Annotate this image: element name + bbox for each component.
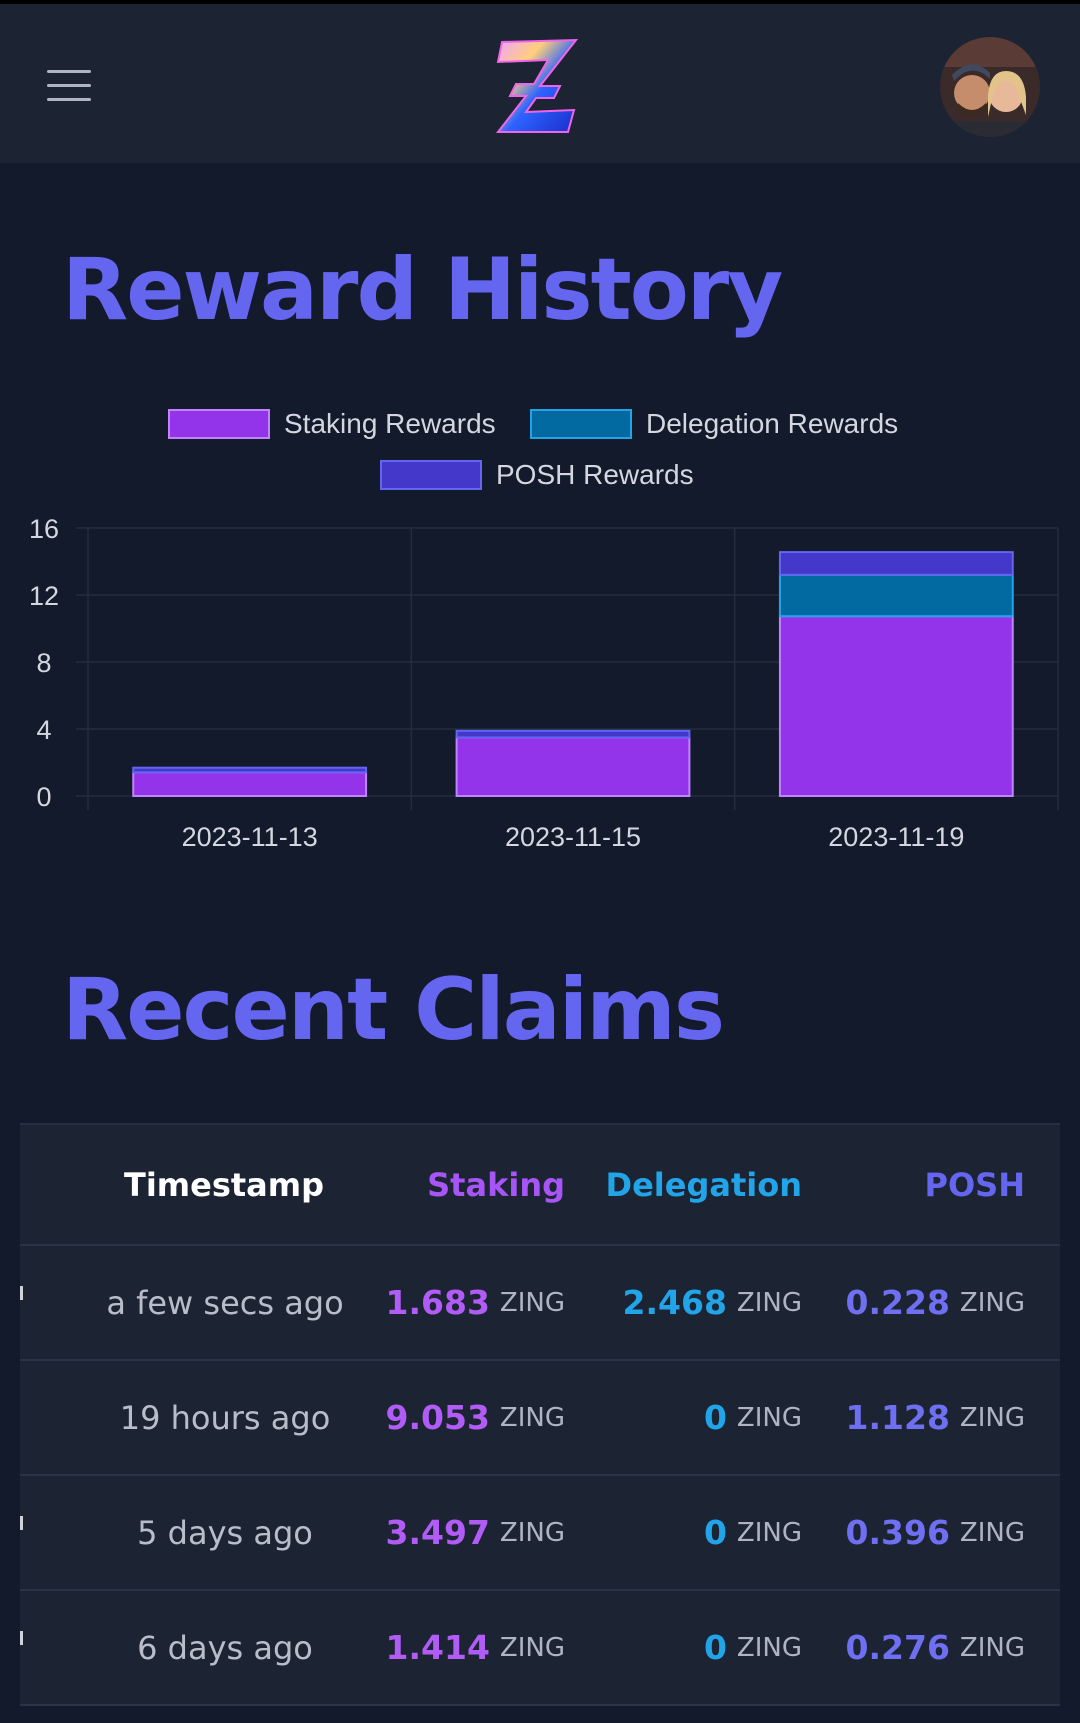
cell-delegation: 2.468 ZING [580, 1246, 802, 1359]
table-row[interactable]: 19 hours ago 9.053 ZING 0 ZING 1.128 ZING [20, 1361, 1060, 1476]
cell-delegation: 0 ZING [580, 1476, 802, 1589]
amount-unit: ZING [736, 1402, 802, 1433]
cell-delegation: 0 ZING [580, 1361, 802, 1474]
legend-item-1[interactable]: Delegation Rewards [530, 408, 898, 440]
legend-swatch [380, 460, 482, 490]
amount-unit: ZING [959, 1517, 1025, 1548]
claims-table: Timestamp Staking Delegation POSH a few … [20, 1123, 1060, 1706]
amount-unit: ZING [959, 1287, 1025, 1318]
amount-value: 0 [703, 1513, 727, 1552]
row-marker [20, 1286, 23, 1300]
recent-claims-title: Recent Claims [62, 960, 725, 1060]
x-tick-label: 2023-11-15 [505, 822, 641, 852]
amount-value: 1.683 [385, 1283, 490, 1322]
amount-unit: ZING [499, 1402, 565, 1433]
amount-unit: ZING [959, 1632, 1025, 1663]
cell-delegation: 0 ZING [580, 1591, 802, 1704]
amount-unit: ZING [499, 1517, 565, 1548]
table-row[interactable]: 6 days ago 1.414 ZING 0 ZING 0.276 ZING [20, 1591, 1060, 1706]
cell-posh: 0.396 ZING [810, 1476, 1025, 1589]
amount-unit: ZING [959, 1402, 1025, 1433]
header-staking[interactable]: Staking [427, 1165, 565, 1204]
table-row[interactable]: 5 days ago 3.497 ZING 0 ZING 0.396 ZING [20, 1476, 1060, 1591]
bar-0-2 [778, 615, 1014, 797]
legend-label: POSH Rewards [496, 459, 694, 490]
cell-timestamp: 5 days ago [137, 1513, 313, 1552]
legend-swatch [168, 409, 270, 439]
amount-value: 2.468 [622, 1283, 727, 1322]
bar-0-0 [132, 771, 368, 797]
cell-staking: 1.683 ZING [350, 1246, 565, 1359]
bar-0-1 [455, 736, 691, 797]
cell-posh: 0.228 ZING [810, 1246, 1025, 1359]
bar-1-2 [778, 573, 1014, 618]
amount-value: 9.053 [385, 1398, 490, 1437]
table-body: a few secs ago 1.683 ZING 2.468 ZING 0.228 ZIN… [20, 1246, 1060, 1706]
amount-value: 0.396 [845, 1513, 950, 1552]
header-posh[interactable]: POSH [924, 1165, 1025, 1204]
bar-2-1 [455, 729, 691, 739]
table-row[interactable]: a few secs ago 1.683 ZING 2.468 ZING 0.228 ZIN… [20, 1246, 1060, 1361]
cell-posh: 1.128 ZING [810, 1361, 1025, 1474]
cell-posh: 0.276 ZING [810, 1591, 1025, 1704]
amount-value: 1.414 [385, 1628, 490, 1667]
cell-staking: 1.414 ZING [350, 1591, 565, 1704]
cell-timestamp: 19 hours ago [119, 1398, 331, 1437]
cell-timestamp: a few secs ago [106, 1283, 344, 1322]
y-tick-label: 0 [36, 782, 51, 812]
legend-swatch [530, 409, 632, 439]
legend-label: Staking Rewards [284, 408, 496, 439]
header-delegation[interactable]: Delegation [605, 1165, 802, 1204]
legend-label: Delegation Rewards [646, 408, 899, 439]
table-header: Timestamp Staking Delegation POSH [20, 1123, 1060, 1246]
bar-2-0 [132, 766, 368, 774]
amount-unit: ZING [736, 1287, 802, 1318]
top-bar [0, 0, 1080, 163]
cell-staking: 3.497 ZING [350, 1476, 565, 1589]
y-tick-label: 12 [29, 581, 59, 611]
header-timestamp[interactable]: Timestamp [123, 1165, 325, 1204]
amount-value: 1.128 [845, 1398, 950, 1437]
amount-value: 0.276 [845, 1628, 950, 1667]
cell-staking: 9.053 ZING [350, 1361, 565, 1474]
amount-value: 0.228 [845, 1283, 950, 1322]
amount-value: 0 [703, 1398, 727, 1437]
amount-unit: ZING [736, 1632, 802, 1663]
y-tick-label: 4 [36, 715, 51, 745]
y-tick-label: 16 [29, 514, 59, 544]
bar-2-2 [778, 551, 1014, 576]
row-marker [20, 1631, 23, 1645]
amount-value: 0 [703, 1628, 727, 1667]
zing-logo-icon[interactable] [496, 38, 580, 134]
x-tick-label: 2023-11-19 [828, 822, 964, 852]
cell-timestamp: 6 days ago [137, 1628, 313, 1667]
amount-value: 3.497 [385, 1513, 490, 1552]
reward-history-chart: 0 4 8 12 16 2023-11-13 2023-11-15 2023-11-19 [29, 514, 1059, 852]
amount-unit: ZING [736, 1517, 802, 1548]
user-avatar-icon[interactable] [940, 37, 1040, 137]
legend-item-2[interactable]: POSH Rewards [380, 459, 694, 491]
hamburger-menu-icon[interactable] [44, 66, 94, 104]
reward-history-title: Reward History [62, 240, 783, 340]
amount-unit: ZING [499, 1632, 565, 1663]
amount-unit: ZING [499, 1287, 565, 1318]
legend-item-0[interactable]: Staking Rewards [168, 408, 496, 440]
y-tick-label: 8 [36, 648, 51, 678]
x-tick-label: 2023-11-13 [182, 822, 318, 852]
row-marker [20, 1516, 23, 1530]
